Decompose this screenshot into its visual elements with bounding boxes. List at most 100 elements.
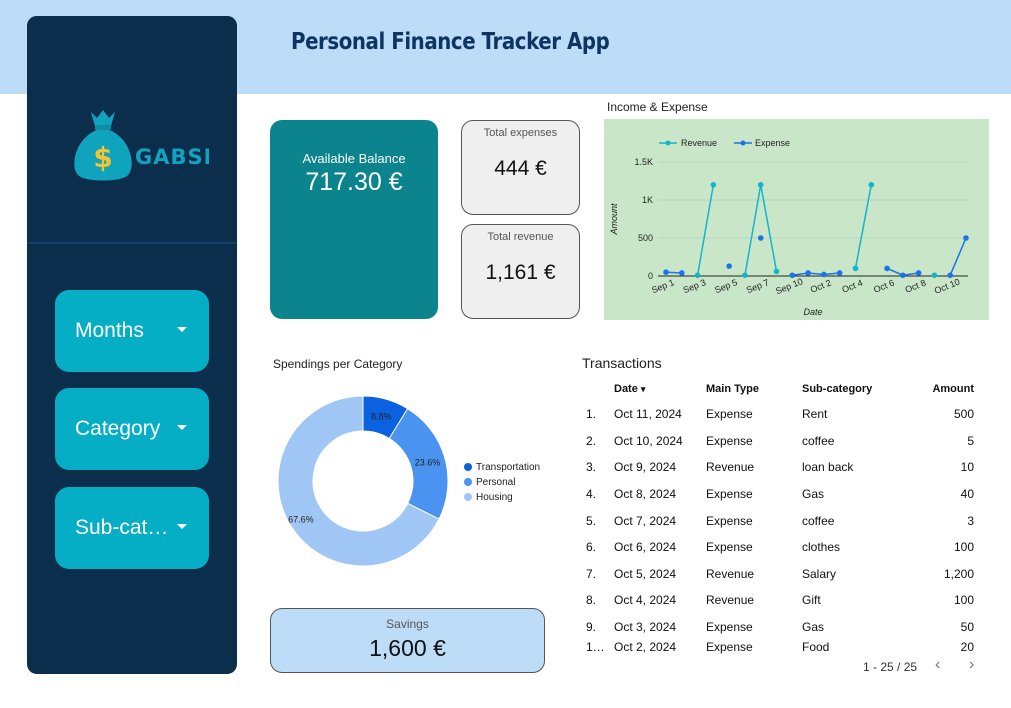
row-sub-category: Gas xyxy=(802,620,825,635)
y-axis-label: Amount xyxy=(609,203,619,236)
row-date: Oct 7, 2024 xyxy=(614,513,677,528)
table-row[interactable]: 6. Oct 6, 2024 Expense clothes 100 xyxy=(580,534,982,561)
personal-swatch xyxy=(464,478,472,486)
legend-transportation: Transportation xyxy=(464,462,540,473)
row-date: Oct 2, 2024 xyxy=(614,640,677,655)
table-row[interactable]: 3. Oct 9, 2024 Revenue loan back 10 xyxy=(580,454,982,481)
legend-expense-dot xyxy=(740,140,746,146)
savings-card: Savings 1,600 € xyxy=(270,608,545,673)
pagination-text: 1 - 25 / 25 xyxy=(863,660,918,674)
transactions-title: Transactions xyxy=(582,355,662,371)
row-amount: 1,200 xyxy=(943,566,974,581)
sidebar-logo-area: $ GABSI xyxy=(27,16,237,244)
row-date: Oct 3, 2024 xyxy=(614,620,677,635)
spendings-title: Spendings per Category xyxy=(273,357,403,371)
row-main-type: Revenue xyxy=(706,593,755,608)
table-row[interactable]: 7. Oct 5, 2024 Revenue Salary 1,200 xyxy=(580,561,982,588)
row-date: Oct 9, 2024 xyxy=(614,460,677,475)
table-row[interactable]: 5. Oct 7, 2024 Expense coffee 3 xyxy=(580,507,982,534)
table-row[interactable]: 4. Oct 8, 2024 Expense Gas 40 xyxy=(580,481,982,508)
total-revenue-label: Total revenue xyxy=(487,231,554,243)
revenue-point xyxy=(773,268,780,275)
row-amount: 5 xyxy=(967,433,974,448)
x-tick-label: Oct 6 xyxy=(872,278,896,295)
col-sub-category-header[interactable]: Sub-category xyxy=(802,383,873,395)
x-tick-label: Oct 10 xyxy=(933,277,961,296)
x-tick-label: Sep 10 xyxy=(774,276,804,296)
row-amount: 100 xyxy=(953,540,974,555)
row-index: 1. xyxy=(586,407,597,422)
legend-transportation-label: Transportation xyxy=(476,462,541,473)
row-index: 2. xyxy=(586,433,597,448)
revenue-point xyxy=(742,272,748,279)
expense-point xyxy=(663,269,669,275)
expense-point xyxy=(805,270,811,276)
x-tick-label: Oct 4 xyxy=(841,278,865,295)
spendings-donut: 8.8% 23.6% 67.6% xyxy=(277,395,449,567)
row-main-type: Expense xyxy=(706,513,753,528)
expense-line xyxy=(949,237,967,276)
row-index: 6. xyxy=(586,540,597,555)
page-title: Personal Finance Tracker App xyxy=(291,29,610,55)
row-date: Oct 4, 2024 xyxy=(614,593,677,608)
expense-line xyxy=(792,272,840,276)
total-expenses-card: Total expenses 444 € xyxy=(461,120,580,215)
revenue-point xyxy=(852,265,859,272)
row-main-type: Expense xyxy=(706,433,753,448)
slice-label-housing: 67.6% xyxy=(288,514,314,524)
row-sub-category: coffee xyxy=(802,513,835,528)
savings-value: 1,600 € xyxy=(369,635,446,661)
chevron-left-icon[interactable]: ‹ xyxy=(935,656,941,673)
row-main-type: Revenue xyxy=(706,566,755,581)
filter-subcategory-dropdown[interactable]: Sub-cat… xyxy=(55,487,209,569)
table-row[interactable]: 2. Oct 10, 2024 Expense coffee 5 xyxy=(580,428,982,455)
caret-down-icon xyxy=(177,425,187,430)
table-row[interactable]: 1… Oct 2, 2024 Expense Food 20 xyxy=(580,640,982,667)
table-row[interactable]: 1. Oct 11, 2024 Expense Rent 500 xyxy=(580,401,982,428)
legend-revenue-label: Revenue xyxy=(681,138,717,148)
expense-point xyxy=(789,272,796,279)
col-date-header[interactable]: Date ▾ xyxy=(614,383,646,395)
row-date: Oct 11, 2024 xyxy=(614,407,682,422)
row-index: 7. xyxy=(586,566,597,581)
row-date: Oct 10, 2024 xyxy=(614,433,683,448)
x-tick-label: Sep 5 xyxy=(713,277,739,295)
transactions-table: Date ▾ Main Type Sub-category Amount 1. O… xyxy=(580,377,982,667)
row-amount: 40 xyxy=(960,487,974,502)
sort-desc-icon: ▾ xyxy=(640,384,646,394)
filter-category-label: Category xyxy=(75,417,161,440)
row-date: Oct 8, 2024 xyxy=(614,487,677,502)
logo: $ GABSI xyxy=(74,110,209,181)
table-row[interactable]: 8. Oct 4, 2024 Revenue Gift 100 xyxy=(580,587,982,614)
row-sub-category: Food xyxy=(802,640,830,655)
expense-point xyxy=(947,272,954,279)
money-bag-icon: $ xyxy=(74,110,132,181)
col-amount-header[interactable]: Amount xyxy=(932,383,974,395)
row-sub-category: Rent xyxy=(802,407,828,422)
row-index: 8. xyxy=(586,593,597,608)
revenue-point xyxy=(868,182,875,188)
col-main-type-header[interactable]: Main Type xyxy=(706,383,759,395)
filter-months-dropdown[interactable]: Months xyxy=(55,290,209,372)
legend-housing-label: Housing xyxy=(476,492,513,503)
total-expenses-value: 444 € xyxy=(494,157,547,180)
row-index: 4. xyxy=(586,487,597,502)
legend-revenue-dot xyxy=(665,140,671,146)
row-main-type: Expense xyxy=(706,407,753,422)
row-sub-category: Gas xyxy=(802,487,825,502)
row-main-type: Revenue xyxy=(706,460,755,475)
filter-category-dropdown[interactable]: Category xyxy=(55,388,209,470)
x-tick-label: Oct 2 xyxy=(809,278,833,295)
table-row[interactable]: 9. Oct 3, 2024 Expense Gas 50 xyxy=(580,614,982,641)
filter-subcategory-label: Sub-cat… xyxy=(75,516,169,539)
legend-expense-label: Expense xyxy=(755,138,790,148)
income-expense-title: Income & Expense xyxy=(607,100,708,114)
expense-point xyxy=(726,263,732,269)
row-main-type: Expense xyxy=(706,487,753,502)
chevron-right-icon[interactable]: › xyxy=(969,656,975,673)
expense-point xyxy=(757,235,764,241)
row-main-type: Expense xyxy=(706,640,753,655)
revenue-line xyxy=(854,184,873,269)
sidebar: $ GABSI Months Category Sub-cat… xyxy=(27,16,237,674)
row-sub-category: clothes xyxy=(802,540,841,555)
